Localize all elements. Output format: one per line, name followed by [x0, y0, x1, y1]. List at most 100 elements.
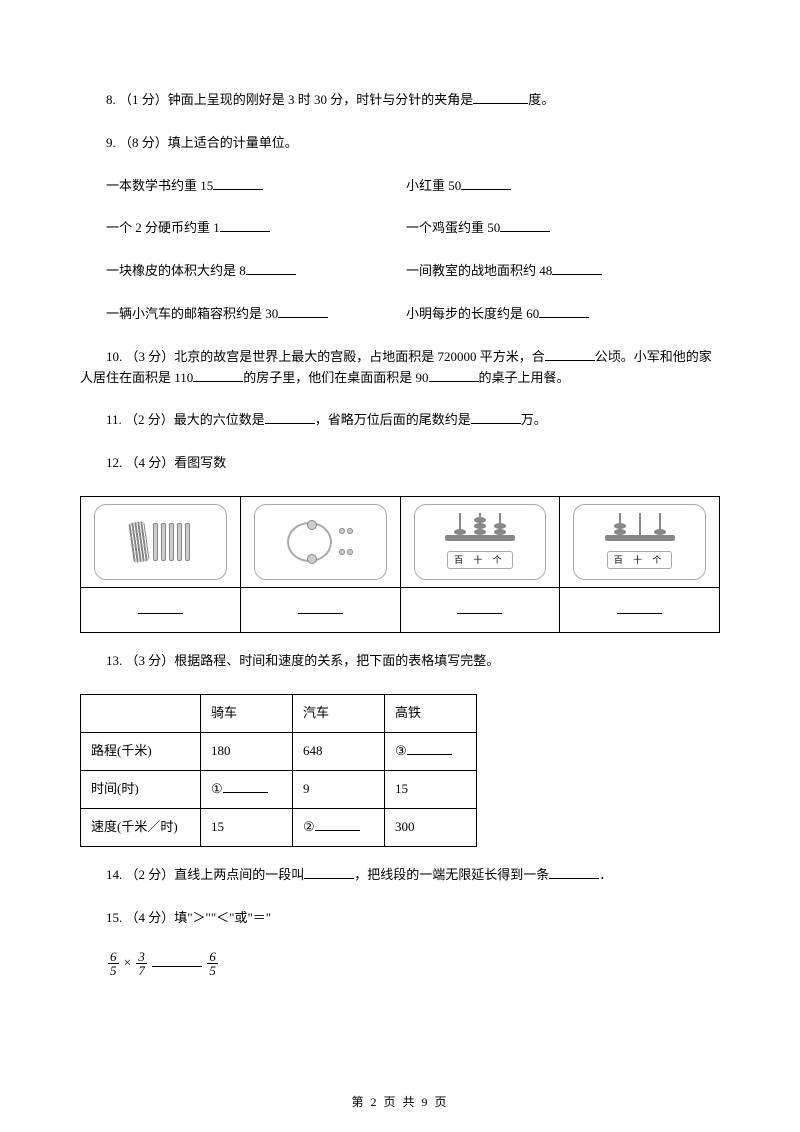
q13-r0-c2: 648	[293, 732, 385, 770]
q12-text: 12. （4 分）看图写数	[106, 455, 226, 470]
q9-r2-right-blank[interactable]	[552, 274, 602, 275]
q9-row-3: 一辆小汽车的邮箱容积约是 30 小明每步的长度约是 60	[80, 304, 720, 325]
q10-p3: 的房子里，他们在桌面面积是 90	[243, 370, 428, 385]
q13-r0-label: 路程(千米)	[81, 732, 201, 770]
q9-r3-left-blank[interactable]	[278, 317, 328, 318]
q11-p3: 万。	[521, 412, 547, 427]
q12-cell-1	[240, 496, 400, 587]
f1-num: 6	[108, 950, 119, 964]
q13-h2: 汽车	[293, 694, 385, 732]
sticks-icon	[94, 504, 227, 580]
abacus-icon-1: 百 十 个	[414, 504, 547, 580]
q9-r1-right: 一个鸡蛋约重 50	[406, 220, 500, 235]
q12-image-table: 百 十 个 百 十 个	[80, 496, 720, 633]
q15-text: 15. （4 分）填"＞""＜"或"＝"	[106, 910, 271, 925]
q12-ans-2	[400, 587, 560, 632]
q13-r0-c3: ③	[385, 732, 477, 770]
q13-table: 骑车 汽车 高铁 路程(千米) 180 648 ③ 时间(时) ① 9 15 速…	[80, 694, 477, 847]
q12-cell-2: 百 十 个	[400, 496, 560, 587]
f2-den: 7	[136, 964, 147, 977]
q9-r0-right-blank[interactable]	[461, 189, 511, 190]
f3-num: 6	[207, 950, 218, 964]
fraction-1: 6 5	[108, 950, 119, 977]
table-row: 骑车 汽车 高铁	[81, 694, 477, 732]
q12-ans-1	[240, 587, 400, 632]
q14-blank1[interactable]	[304, 878, 354, 879]
q9-r3-left: 一辆小汽车的邮箱容积约是 30	[106, 306, 278, 321]
q11-p1: 11. （2 分）最大的六位数是	[106, 412, 265, 427]
q9-r0-left: 一本数学书约重 15	[106, 178, 213, 193]
q13-r2-c2: ②	[293, 808, 385, 846]
q14-p3: ．	[599, 867, 612, 882]
question-14: 14. （2 分）直线上两点间的一段叫，把线段的一端无限延长得到一条．	[80, 865, 720, 886]
q10-p1: 10. （3 分）北京的故宫是世界上最大的宫殿，占地面积是 720000 平方米…	[106, 349, 545, 364]
f1-den: 5	[108, 964, 119, 977]
q12-cell-3: 百 十 个	[560, 496, 720, 587]
q13-r1-c3: 15	[385, 770, 477, 808]
q11-blank1[interactable]	[265, 423, 315, 424]
q15-blank[interactable]	[152, 966, 202, 967]
fraction-3: 6 5	[207, 950, 218, 977]
q14-p1: 14. （2 分）直线上两点间的一段叫	[106, 867, 304, 882]
q9-text: 9. （8 分）填上适合的计量单位。	[106, 135, 298, 150]
question-12-label: 12. （4 分）看图写数	[80, 453, 720, 474]
q9-row-2: 一块橡皮的体积大约是 8 一间教室的战地面积约 48	[80, 261, 720, 282]
fraction-2: 3 7	[136, 950, 147, 977]
abacus-label-2: 百 十 个	[607, 551, 673, 569]
q9-r0-left-blank[interactable]	[213, 189, 263, 190]
q9-row-0: 一本数学书约重 15 小红重 50	[80, 176, 720, 197]
q8-blank[interactable]	[473, 103, 528, 104]
q10-blank2[interactable]	[193, 381, 243, 382]
page-footer: 第 2 页 共 9 页	[0, 1093, 800, 1112]
q14-blank2[interactable]	[549, 878, 599, 879]
q9-r3-right-blank[interactable]	[539, 317, 589, 318]
q9-r1-left-blank[interactable]	[220, 231, 270, 232]
q13-h0	[81, 694, 201, 732]
q13-r2-c1: 15	[201, 808, 293, 846]
q13-h3: 高铁	[385, 694, 477, 732]
table-row: 速度(千米／时) 15 ② 300	[81, 808, 477, 846]
q13-r0-c1: 180	[201, 732, 293, 770]
question-8: 8. （1 分）钟面上呈现的刚好是 3 时 30 分，时针与分针的夹角是 度。	[80, 90, 720, 111]
q12-blank-2[interactable]	[457, 613, 502, 614]
q9-row-1: 一个 2 分硬币约重 1 一个鸡蛋约重 50	[80, 218, 720, 239]
q13-r1-c1: ①	[201, 770, 293, 808]
table-row: 时间(时) ① 9 15	[81, 770, 477, 808]
abacus-icon-2: 百 十 个	[573, 504, 706, 580]
q13-r0-c3-blank[interactable]	[407, 754, 452, 755]
q11-blank2[interactable]	[471, 423, 521, 424]
question-13-label: 13. （3 分）根据路程、时间和速度的关系，把下面的表格填写完整。	[80, 651, 720, 672]
q13-r2-label: 速度(千米／时)	[81, 808, 201, 846]
q13-r1-c2: 9	[293, 770, 385, 808]
q12-blank-3[interactable]	[617, 613, 662, 614]
q9-r2-left: 一块橡皮的体积大约是 8	[106, 263, 246, 278]
q9-r1-right-blank[interactable]	[500, 231, 550, 232]
q12-ans-0	[81, 587, 241, 632]
q15-expression: 6 5 × 3 7 6 5	[80, 950, 720, 977]
question-9-label: 9. （8 分）填上适合的计量单位。	[80, 133, 720, 154]
question-15-label: 15. （4 分）填"＞""＜"或"＝"	[80, 908, 720, 929]
q9-r3-right: 小明每步的长度约是 60	[406, 306, 539, 321]
q13-r1-c1-blank[interactable]	[223, 792, 268, 793]
beads-icon	[254, 504, 387, 580]
q13-r2-c2-blank[interactable]	[315, 830, 360, 831]
q12-blank-1[interactable]	[298, 613, 343, 614]
q10-blank1[interactable]	[545, 360, 595, 361]
q8-text: 8. （1 分）钟面上呈现的刚好是 3 时 30 分，时针与分针的夹角是	[106, 92, 473, 107]
q13-r1-c1-txt: ①	[211, 781, 223, 796]
q11-p2: ，省略万位后面的尾数约是	[315, 412, 471, 427]
q13-r2-c3: 300	[385, 808, 477, 846]
q10-blank3[interactable]	[429, 381, 479, 382]
q13-text: 13. （3 分）根据路程、时间和速度的关系，把下面的表格填写完整。	[106, 653, 499, 668]
q8-suffix: 度。	[528, 92, 554, 107]
q13-r2-c2-txt: ②	[303, 819, 315, 834]
f2-num: 3	[136, 950, 147, 964]
q12-blank-0[interactable]	[138, 613, 183, 614]
q12-cell-0	[81, 496, 241, 587]
q9-r2-left-blank[interactable]	[246, 274, 296, 275]
q10-p4: 的桌子上用餐。	[479, 370, 570, 385]
question-11: 11. （2 分）最大的六位数是 ，省略万位后面的尾数约是 万。	[80, 410, 720, 431]
q13-h1: 骑车	[201, 694, 293, 732]
op-times: ×	[124, 955, 131, 970]
abacus-label-1: 百 十 个	[447, 551, 513, 569]
